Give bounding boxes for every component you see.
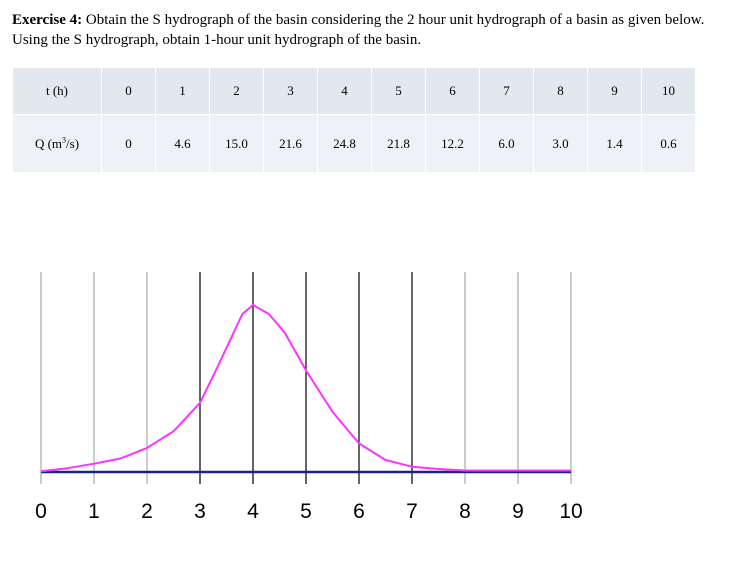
x-tick-label: 2	[141, 500, 153, 523]
discharge-cell: 15.0	[210, 115, 263, 172]
discharge-cell: 1.4	[588, 115, 641, 172]
x-tick-label: 3	[194, 500, 206, 523]
discharge-cell: 3.0	[534, 115, 587, 172]
x-tick-label: 0	[35, 500, 47, 523]
time-cell: 1	[156, 68, 209, 114]
discharge-header-prefix: Q (m	[34, 135, 63, 151]
discharge-cell: 21.6	[264, 115, 317, 172]
exercise-statement: Exercise 4: Obtain the S hydrograph of t…	[12, 10, 724, 50]
time-cell: 5	[372, 68, 425, 114]
hydrograph-curve	[40, 304, 571, 473]
hydrograph-chart: 0 1 2 3 4 5 6 7 8 9 10	[35, 272, 583, 523]
x-tick-label: 7	[406, 500, 418, 523]
x-tick-label: 10	[559, 500, 582, 523]
discharge-cell: 6.0	[480, 115, 533, 172]
x-tick-label: 9	[512, 500, 524, 523]
time-cell: 0	[102, 68, 155, 114]
table-row-time: t (h) 0 1 2 3 4 5 6 7 8 9 10	[13, 68, 695, 114]
discharge-header-sup: 3	[62, 135, 67, 145]
exercise-text: Obtain the S hydrograph of the basin con…	[12, 12, 705, 48]
time-cell: 9	[588, 68, 641, 114]
x-tick-label: 4	[247, 500, 259, 523]
hydrograph-table: t (h) 0 1 2 3 4 5 6 7 8 9 10 Q (m3/s) 0 …	[12, 67, 696, 173]
gridlines	[40, 272, 572, 484]
table-row-discharge: Q (m3/s) 0 4.6 15.0 21.6 24.8 21.8 12.2 …	[13, 115, 695, 172]
time-cell: 6	[426, 68, 479, 114]
discharge-cell: 0.6	[642, 115, 695, 172]
x-tick-label: 6	[353, 500, 365, 523]
hydrograph-line	[40, 304, 571, 473]
discharge-header-suffix: /s)	[66, 135, 80, 151]
x-tick-label: 8	[459, 500, 471, 523]
discharge-cell: 12.2	[426, 115, 479, 172]
discharge-cell: 24.8	[318, 115, 371, 172]
time-cell: 2	[210, 68, 263, 114]
time-cell: 8	[534, 68, 587, 114]
time-cell: 4	[318, 68, 371, 114]
discharge-header: Q (m3/s)	[13, 115, 101, 172]
exercise-label: Exercise 4:	[12, 12, 83, 28]
discharge-cell: 4.6	[156, 115, 209, 172]
time-cell: 3	[264, 68, 317, 114]
x-tick-labels: 0 1 2 3 4 5 6 7 8 9 10	[35, 500, 583, 523]
discharge-cell: 0	[102, 115, 155, 172]
discharge-cell: 21.8	[372, 115, 425, 172]
time-cell: 10	[642, 68, 695, 114]
x-tick-label: 1	[88, 500, 100, 523]
time-header: t (h)	[13, 68, 101, 114]
time-cell: 7	[480, 68, 533, 114]
x-tick-label: 5	[300, 500, 312, 523]
